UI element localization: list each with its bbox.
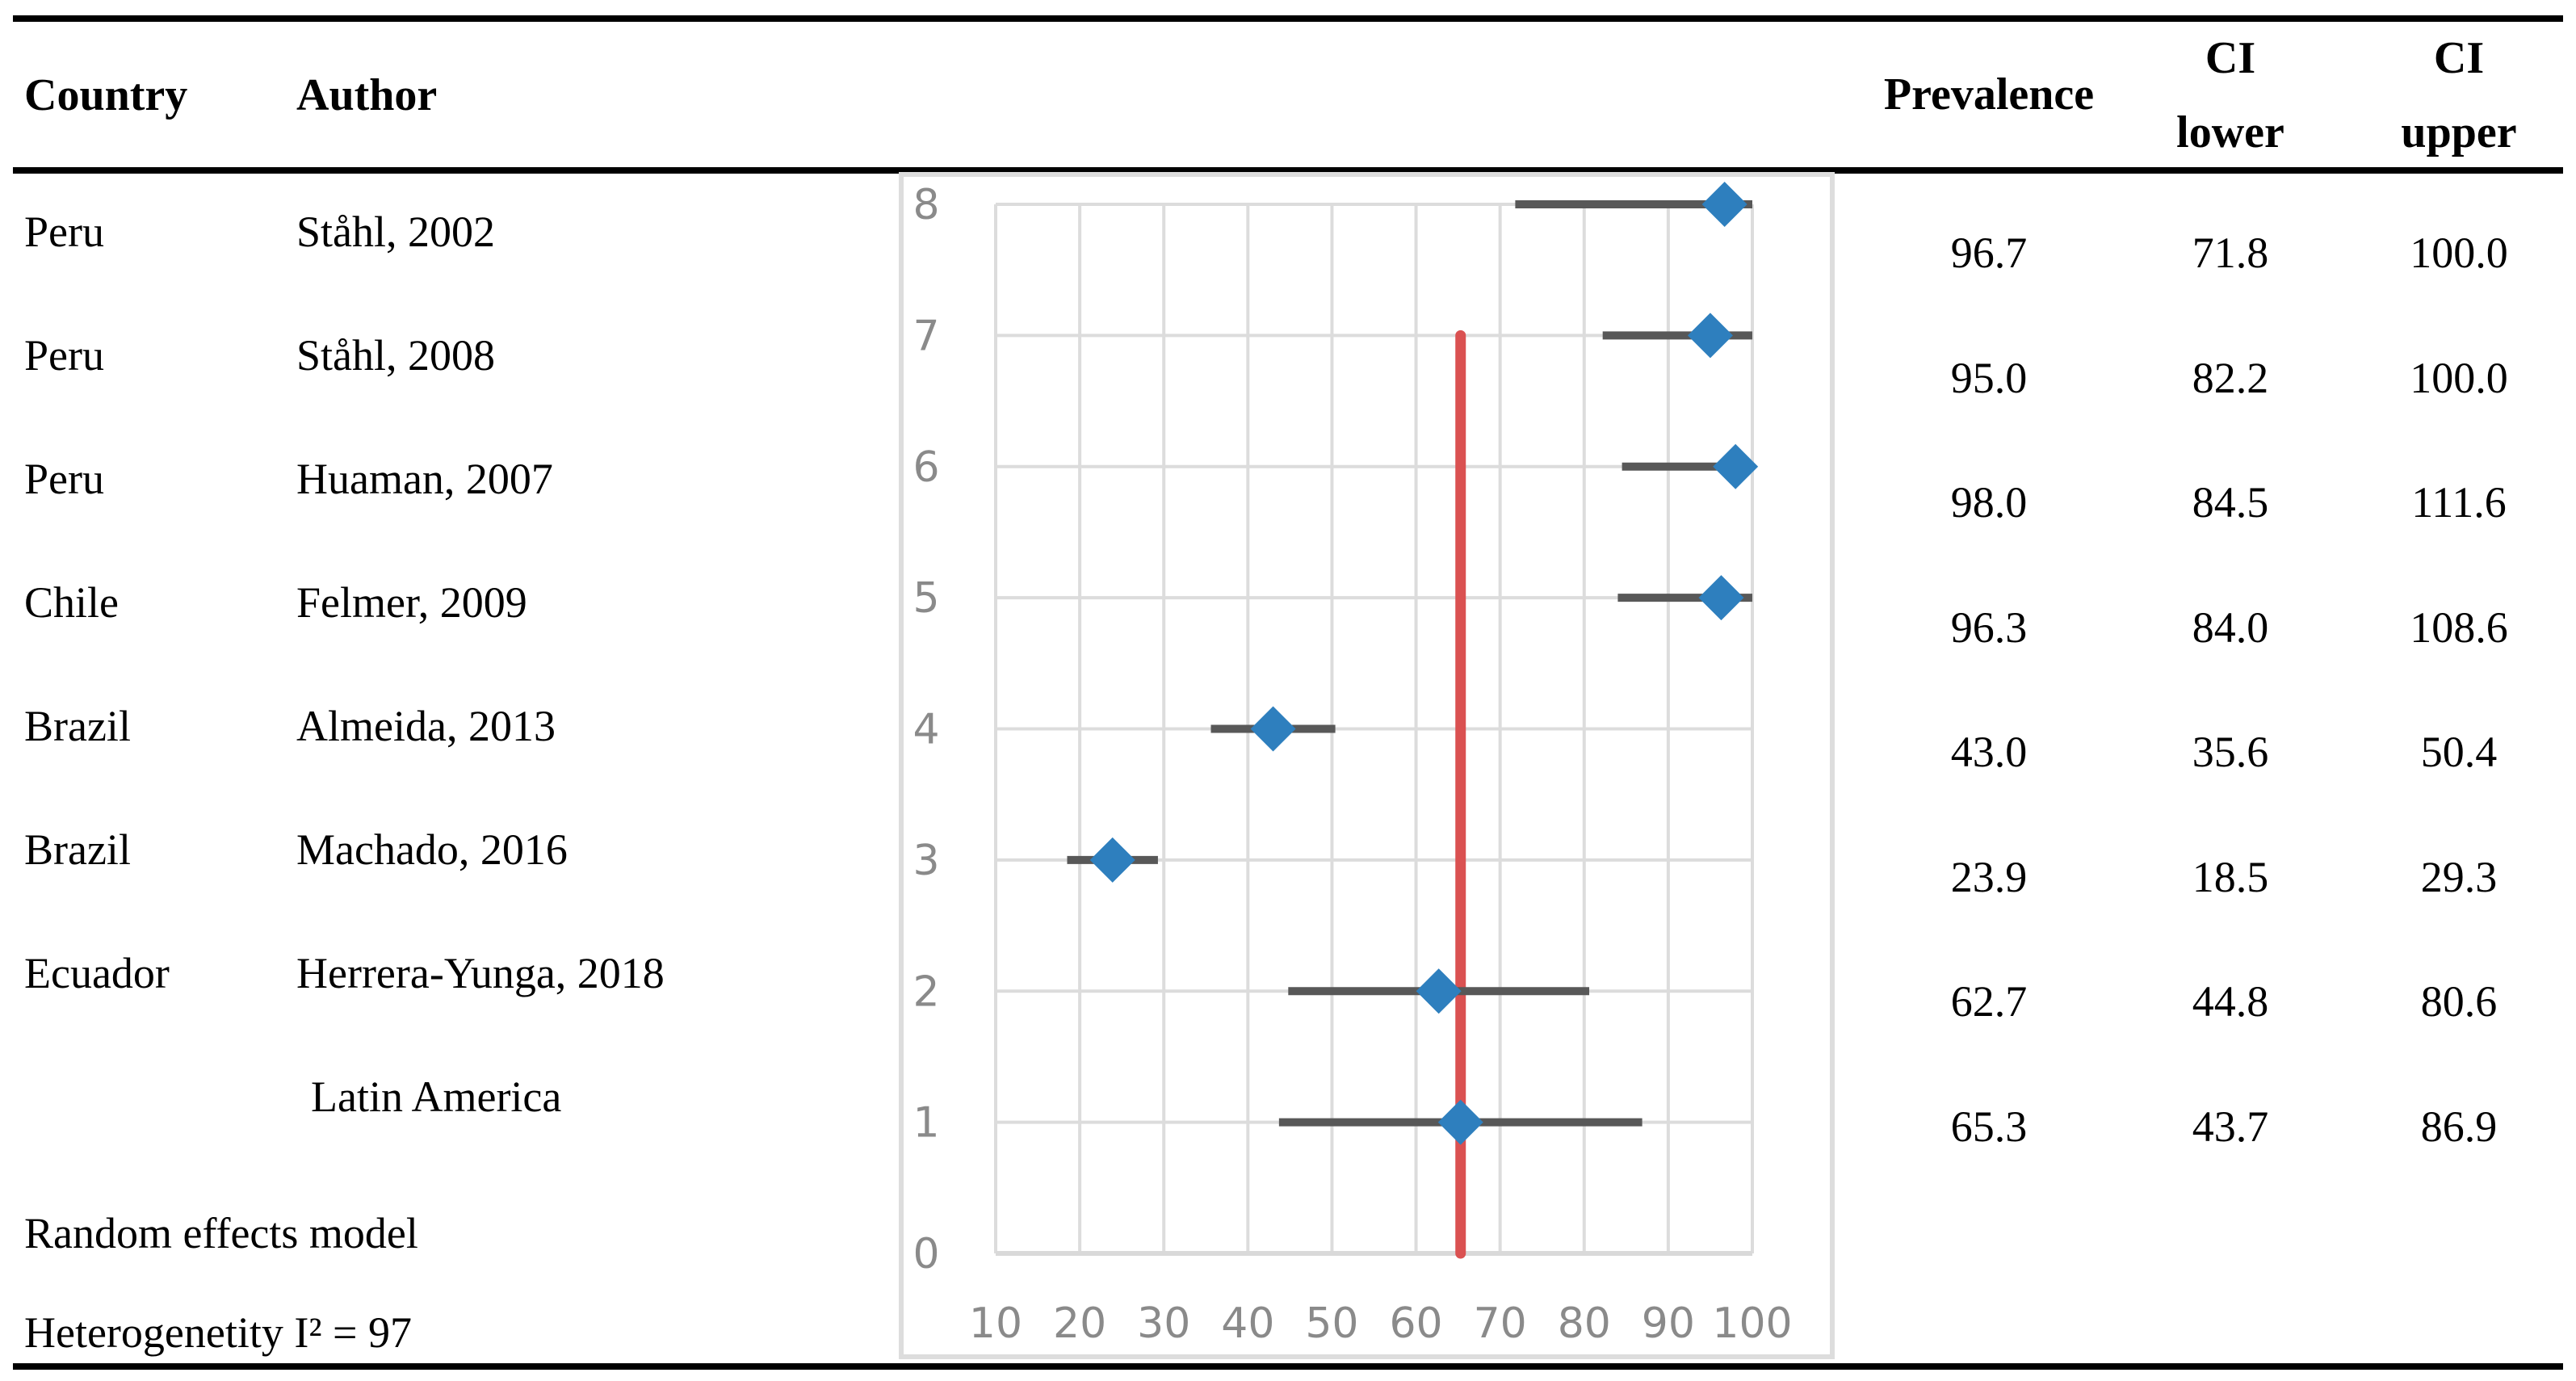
forest-plot-chart: 10 20 30 40 50 60 70 80 90 100 0 1 2 3 4 5 6 7 8 (899, 172, 1835, 1359)
value-ci-upper: 100.0 (2410, 354, 2508, 402)
y-axis-label-5: 5 (913, 574, 939, 623)
prevalence-diamond-row-2 (1416, 968, 1462, 1014)
table-bottom-rule (13, 1363, 2563, 1370)
value-ci-upper: 80.6 (2420, 977, 2498, 1026)
prevalence-diamond-row-3 (1089, 837, 1135, 883)
x-axis-label-80: 80 (1558, 1299, 1611, 1348)
header-ci-upper-line1: CI (2433, 33, 2485, 83)
prevalence-diamond-row-7 (1687, 313, 1733, 359)
value-prevalence: 23.9 (1950, 853, 2028, 901)
value-prevalence: 65.3 (1950, 1102, 2028, 1151)
y-axis-label-6: 6 (913, 443, 939, 492)
prevalence-diamond-row-1 (1437, 1099, 1483, 1145)
value-prevalence: 43.0 (1950, 728, 2028, 776)
table-header-rule (13, 167, 2563, 174)
y-axis-label-3: 3 (913, 837, 939, 885)
value-ci-upper: 50.4 (2420, 728, 2498, 776)
value-ci-upper: 111.6 (2411, 478, 2507, 527)
table-top-rule (13, 15, 2563, 22)
row-author: Ståhl, 2002 (296, 208, 496, 256)
header-ci-lower-line2: lower (2176, 107, 2284, 157)
value-ci-lower: 44.8 (2192, 977, 2269, 1026)
x-axis-label-60: 60 (1389, 1299, 1442, 1348)
prevalence-diamond-row-4 (1250, 706, 1296, 752)
header-country: Country (24, 70, 188, 120)
header-ci-lower: CI lower (2109, 31, 2352, 160)
y-axis-label-2: 2 (913, 968, 939, 1016)
row-country: Peru (24, 455, 104, 503)
value-ci-upper: 86.9 (2420, 1102, 2498, 1151)
row-country: Ecuador (24, 949, 170, 997)
header-author: Author (296, 70, 438, 120)
value-ci-upper: 108.6 (2410, 603, 2508, 652)
value-ci-upper: 100.0 (2410, 229, 2508, 277)
x-axis-label-40: 40 (1221, 1299, 1274, 1348)
value-prevalence: 62.7 (1950, 977, 2028, 1026)
value-ci-lower: 43.7 (2192, 1102, 2269, 1151)
x-axis-label-10: 10 (969, 1299, 1022, 1348)
row-author: Latin America (311, 1072, 562, 1121)
footnote-heterogeneity: Heterogenetity I² = 97 (24, 1308, 412, 1357)
forest-plot-svg: 10 20 30 40 50 60 70 80 90 100 0 1 2 3 4 5 6 7 8 (899, 172, 1835, 1359)
prevalence-diamond-row-8 (1701, 182, 1747, 227)
y-axis-label-1: 1 (913, 1099, 939, 1148)
x-axis-label-100: 100 (1712, 1299, 1792, 1348)
footnote-model: Random effects model (24, 1209, 418, 1257)
header-ci-upper: CI upper (2338, 31, 2576, 160)
value-ci-lower: 18.5 (2192, 853, 2269, 901)
value-ci-lower: 82.2 (2192, 354, 2269, 402)
x-axis-label-90: 90 (1642, 1299, 1695, 1348)
row-author: Machado, 2016 (296, 825, 568, 874)
row-country (24, 1069, 291, 1124)
row-country: Peru (24, 331, 104, 380)
row-country: Peru (24, 208, 104, 256)
value-ci-upper: 29.3 (2420, 853, 2498, 901)
value-ci-lower: 71.8 (2192, 229, 2269, 277)
value-ci-lower: 84.5 (2192, 478, 2269, 527)
y-axis-label-0: 0 (913, 1230, 939, 1278)
row-country: Chile (24, 578, 119, 627)
value-prevalence: 96.7 (1950, 229, 2028, 277)
x-axis-label-30: 30 (1137, 1299, 1190, 1348)
row-author: Felmer, 2009 (296, 578, 527, 627)
header-ci-upper-line2: upper (2401, 107, 2517, 157)
x-axis-label-20: 20 (1053, 1299, 1106, 1348)
value-ci-lower: 84.0 (2192, 603, 2269, 652)
x-axis-label-70: 70 (1474, 1299, 1527, 1348)
prevalence-diamond-row-6 (1713, 443, 1759, 489)
chart-border (899, 172, 1835, 1359)
header-ci-lower-line1: CI (2205, 33, 2256, 83)
value-ci-lower: 35.6 (2192, 728, 2269, 776)
header-prevalence: Prevalence (1883, 69, 2095, 120)
value-prevalence: 95.0 (1950, 354, 2028, 402)
row-country: Brazil (24, 702, 131, 750)
value-prevalence: 98.0 (1950, 478, 2028, 527)
x-axis-label-50: 50 (1305, 1299, 1358, 1348)
row-country: Brazil (24, 825, 131, 874)
y-axis-label-7: 7 (913, 312, 939, 360)
row-author: Huaman, 2007 (296, 455, 553, 503)
prevalence-diamond-row-5 (1698, 575, 1744, 621)
y-axis-label-4: 4 (913, 706, 939, 754)
value-prevalence: 96.3 (1950, 603, 2028, 652)
y-axis-label-8: 8 (913, 181, 939, 229)
row-author: Almeida, 2013 (296, 702, 556, 750)
row-author: Herrera-Yunga, 2018 (296, 949, 665, 997)
row-author: Ståhl, 2008 (296, 331, 496, 380)
